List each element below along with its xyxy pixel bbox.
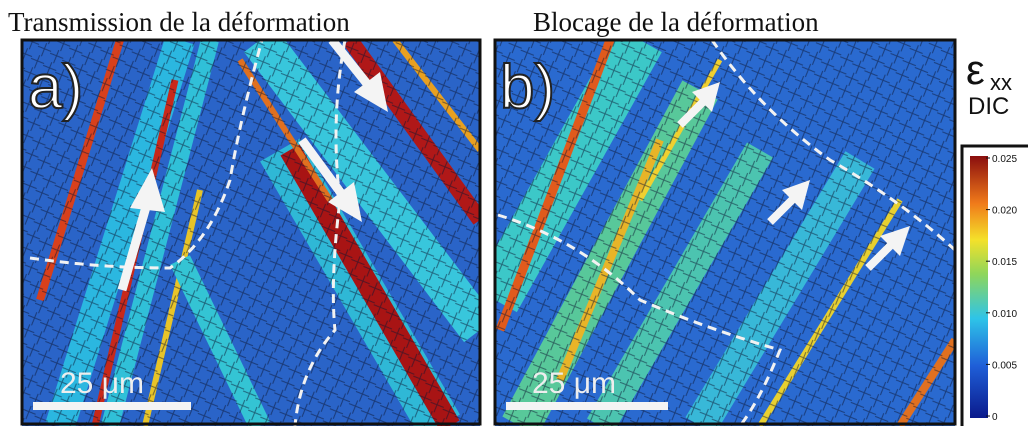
strain-map-a — [22, 40, 480, 426]
scale-text: 25 μm — [60, 367, 144, 400]
panel-frame — [20, 38, 482, 426]
strain-map-b — [495, 40, 955, 426]
panel-frame — [493, 38, 957, 426]
panel-label: a) — [28, 53, 83, 122]
colorbar-tick-label: 0.015 — [992, 257, 1017, 268]
colorbar-tick-label: 0 — [992, 412, 998, 423]
panel-label: b) — [500, 53, 555, 122]
colorbar-caption: DIC — [968, 93, 1009, 120]
panel-title: Blocage de la déformation — [533, 7, 819, 37]
colorbar-frame — [960, 144, 1028, 426]
panel-title: Transmission de la déformation — [8, 7, 350, 37]
scale-bar — [33, 402, 191, 410]
colorbar-tick-label: 0.020 — [992, 206, 1017, 217]
scale-bar — [506, 402, 668, 410]
colorbar-ticks: 0 0.005 0.010 0.015 0.020 0.025 — [986, 154, 1017, 423]
colorbar-subscript: xx — [990, 70, 1012, 95]
scale-text: 25 μm — [532, 367, 616, 400]
colorbar-symbol: ε — [966, 46, 985, 93]
colorbar-tick-label: 0.010 — [992, 309, 1017, 320]
colorbar — [970, 156, 988, 418]
colorbar-tick-label: 0.005 — [992, 360, 1017, 371]
colorbar-tick-label: 0.025 — [992, 154, 1017, 165]
